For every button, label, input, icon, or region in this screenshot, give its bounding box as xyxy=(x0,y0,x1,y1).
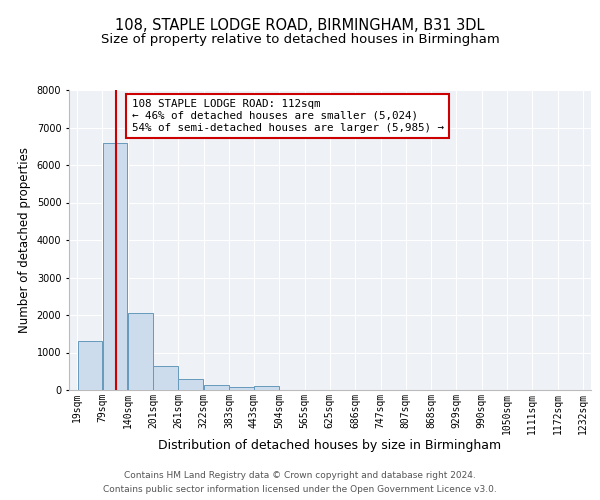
Text: 108, STAPLE LODGE ROAD, BIRMINGHAM, B31 3DL: 108, STAPLE LODGE ROAD, BIRMINGHAM, B31 … xyxy=(115,18,485,32)
Bar xyxy=(254,386,279,390)
Text: 108 STAPLE LODGE ROAD: 112sqm
← 46% of detached houses are smaller (5,024)
54% o: 108 STAPLE LODGE ROAD: 112sqm ← 46% of d… xyxy=(132,100,444,132)
X-axis label: Distribution of detached houses by size in Birmingham: Distribution of detached houses by size … xyxy=(158,440,502,452)
Bar xyxy=(178,379,203,390)
Bar xyxy=(128,313,153,390)
Bar xyxy=(229,386,254,390)
Text: Contains HM Land Registry data © Crown copyright and database right 2024.: Contains HM Land Registry data © Crown c… xyxy=(124,472,476,480)
Bar xyxy=(77,341,102,390)
Y-axis label: Number of detached properties: Number of detached properties xyxy=(18,147,31,333)
Text: Size of property relative to detached houses in Birmingham: Size of property relative to detached ho… xyxy=(101,32,499,46)
Bar xyxy=(204,385,229,390)
Bar xyxy=(103,142,127,390)
Text: Contains public sector information licensed under the Open Government Licence v3: Contains public sector information licen… xyxy=(103,484,497,494)
Bar xyxy=(154,366,178,390)
